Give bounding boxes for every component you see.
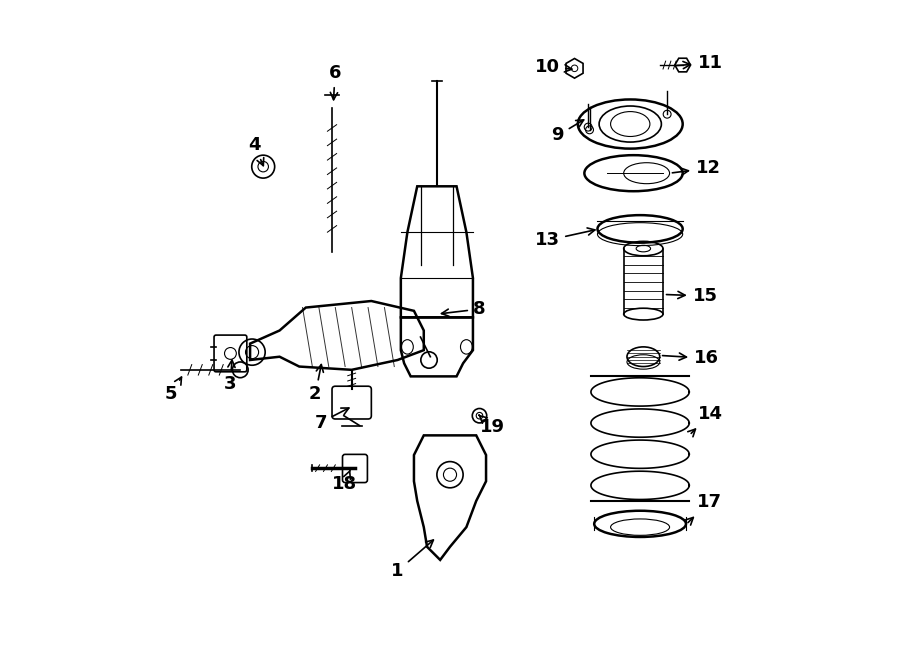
Text: 13: 13 [536, 228, 595, 249]
Text: 1: 1 [391, 540, 434, 580]
Text: 9: 9 [552, 120, 584, 144]
Text: 5: 5 [165, 377, 182, 403]
Text: 6: 6 [328, 64, 341, 100]
Text: 3: 3 [224, 360, 237, 393]
Text: 7: 7 [314, 408, 349, 432]
Text: 11: 11 [676, 54, 723, 72]
Text: 12: 12 [672, 159, 721, 177]
Text: 2: 2 [309, 365, 323, 403]
Text: 15: 15 [667, 287, 717, 305]
Text: 4: 4 [248, 136, 264, 166]
Text: 8: 8 [442, 300, 486, 318]
Text: 18: 18 [332, 470, 357, 493]
Text: 17: 17 [686, 494, 722, 525]
Text: 19: 19 [479, 415, 505, 436]
Text: 10: 10 [536, 58, 572, 75]
Text: 16: 16 [662, 349, 719, 368]
Text: 14: 14 [688, 405, 723, 437]
